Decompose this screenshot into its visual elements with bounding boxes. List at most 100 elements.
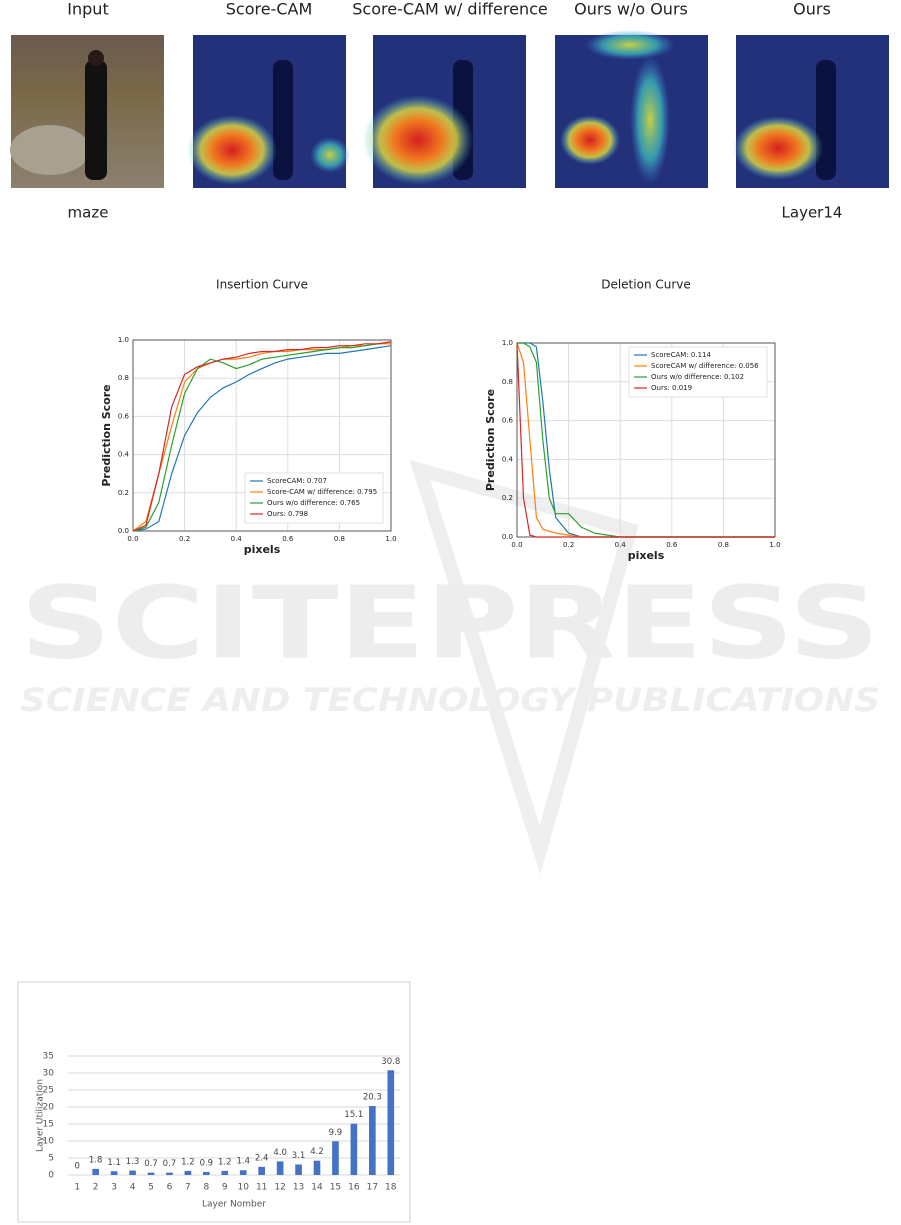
y-tick-label: 0.6 <box>502 417 514 425</box>
x-tick-label: 7 <box>185 1183 191 1193</box>
y-tick-label: 0 <box>48 1171 54 1181</box>
legend-label: Ours w/o difference: 0.102 <box>651 373 744 381</box>
value-label: 4.0 <box>273 1148 287 1158</box>
value-label: 1.8 <box>89 1155 103 1165</box>
bar-chart-frame <box>17 981 411 1223</box>
y-tick-label: 0.2 <box>502 494 513 502</box>
plot-frame <box>132 339 392 532</box>
x-tick-label: 16 <box>348 1183 360 1193</box>
y-axis-label: Prediction Score <box>100 384 113 486</box>
x-tick-label: 13 <box>293 1183 304 1193</box>
x-tick-label: 11 <box>256 1183 267 1193</box>
heatmap-image <box>363 35 526 188</box>
value-label: 9.9 <box>329 1128 343 1138</box>
y-tick-label: 10 <box>43 1137 55 1147</box>
x-axis-label: pixels <box>244 543 281 556</box>
legend-box <box>628 346 768 398</box>
bar <box>184 1170 192 1175</box>
value-label: 0.7 <box>163 1159 177 1169</box>
heatmap-image <box>187 35 350 188</box>
x-tick-label: 0.6 <box>282 535 294 543</box>
y-tick-label: 0.4 <box>118 451 130 459</box>
y-tick-label: 0.0 <box>502 533 513 541</box>
value-label: 0 <box>75 1162 80 1172</box>
y-tick-label: 30 <box>43 1069 55 1079</box>
value-label: 0.9 <box>200 1158 214 1168</box>
saliency-figure: Input Score-CAM Score-CAM w/ difference … <box>10 0 889 222</box>
x-tick-label: 0.8 <box>718 541 729 549</box>
value-label: 20.3 <box>363 1092 382 1102</box>
column-title: Score-CAM <box>226 0 313 19</box>
value-label: 3.1 <box>292 1151 306 1161</box>
legend-label: ScoreCAM w/ difference: 0.056 <box>651 362 759 370</box>
bar <box>203 1171 210 1175</box>
chart-title: Deletion Curve <box>601 278 691 292</box>
bar <box>258 1166 265 1175</box>
y-tick-label: 35 <box>43 1052 54 1062</box>
series-line <box>132 343 391 532</box>
watermark-title: SCITEPRESS <box>20 564 880 681</box>
y-tick-label: 0.8 <box>502 378 513 386</box>
input-image <box>10 35 164 188</box>
heatmap-image <box>555 30 708 188</box>
y-axis-label: Layer Utilization <box>36 1079 46 1152</box>
legend-label: ScoreCAM: 0.707 <box>267 477 327 485</box>
value-label: 1.3 <box>126 1157 140 1167</box>
bar <box>129 1170 136 1175</box>
watermark-subtitle: SCIENCE AND TECHNOLOGY PUBLICATIONS <box>20 681 880 719</box>
x-tick-label: 0.8 <box>334 535 345 543</box>
y-tick-label: 0.4 <box>502 455 514 463</box>
x-tick-label: 0.0 <box>511 541 522 549</box>
bar <box>147 1172 155 1175</box>
x-tick-label: 3 <box>111 1183 117 1193</box>
x-axis-label: pixels <box>628 549 665 562</box>
value-label: 2.4 <box>255 1153 269 1163</box>
bar <box>313 1160 321 1175</box>
bar <box>295 1164 302 1175</box>
column-title: Ours w/o Ours <box>574 0 688 19</box>
x-tick-label: 8 <box>203 1183 209 1193</box>
y-tick-label: 0.6 <box>118 412 130 420</box>
x-tick-label: 10 <box>237 1183 249 1193</box>
legend-box <box>244 472 384 524</box>
watermark: SCITEPRESS SCIENCE AND TECHNOLOGY PUBLIC… <box>20 459 880 875</box>
value-label: 1.2 <box>181 1157 195 1167</box>
x-tick-label: 1.0 <box>769 541 780 549</box>
bar <box>369 1105 376 1175</box>
class-label: maze <box>68 204 109 222</box>
layer-label: Layer14 <box>782 204 843 222</box>
column-title: Ours <box>793 0 831 19</box>
x-tick-label: 0.2 <box>563 541 574 549</box>
bar <box>276 1161 284 1175</box>
value-label: 1.2 <box>218 1157 232 1167</box>
y-tick-label: 25 <box>43 1086 54 1096</box>
x-tick-label: 9 <box>222 1183 228 1193</box>
value-label: 15.1 <box>344 1110 363 1120</box>
watermark-shape <box>409 459 639 875</box>
y-axis-label: Prediction Score <box>484 389 497 491</box>
x-tick-label: 6 <box>167 1183 173 1193</box>
value-label: 1.4 <box>236 1157 250 1167</box>
x-tick-label: 4 <box>130 1183 136 1193</box>
y-tick-label: 5 <box>48 1154 54 1164</box>
legend-label: Score-CAM w/ difference: 0.795 <box>267 488 377 496</box>
column-title: Score-CAM w/ difference <box>352 0 547 19</box>
bar <box>332 1141 339 1175</box>
x-tick-label: 0.4 <box>615 541 627 549</box>
x-tick-label: 0.4 <box>231 535 243 543</box>
value-label: 4.2 <box>310 1147 324 1157</box>
x-tick-label: 0.0 <box>127 535 138 543</box>
y-tick-label: 0.8 <box>118 374 129 382</box>
y-tick-label: 0.2 <box>118 489 129 497</box>
column-title: Input <box>67 0 108 19</box>
legend-label: ScoreCAM: 0.114 <box>651 351 711 359</box>
series-line <box>132 345 392 532</box>
series-line <box>516 342 775 538</box>
bar <box>166 1172 173 1175</box>
series-line <box>132 341 392 532</box>
y-tick-label: 20 <box>43 1103 55 1113</box>
x-tick-label: 14 <box>311 1183 323 1193</box>
legend-label: Ours w/o difference: 0.765 <box>267 499 360 507</box>
x-tick-label: 17 <box>367 1183 378 1193</box>
x-tick-label: 1 <box>74 1183 80 1193</box>
